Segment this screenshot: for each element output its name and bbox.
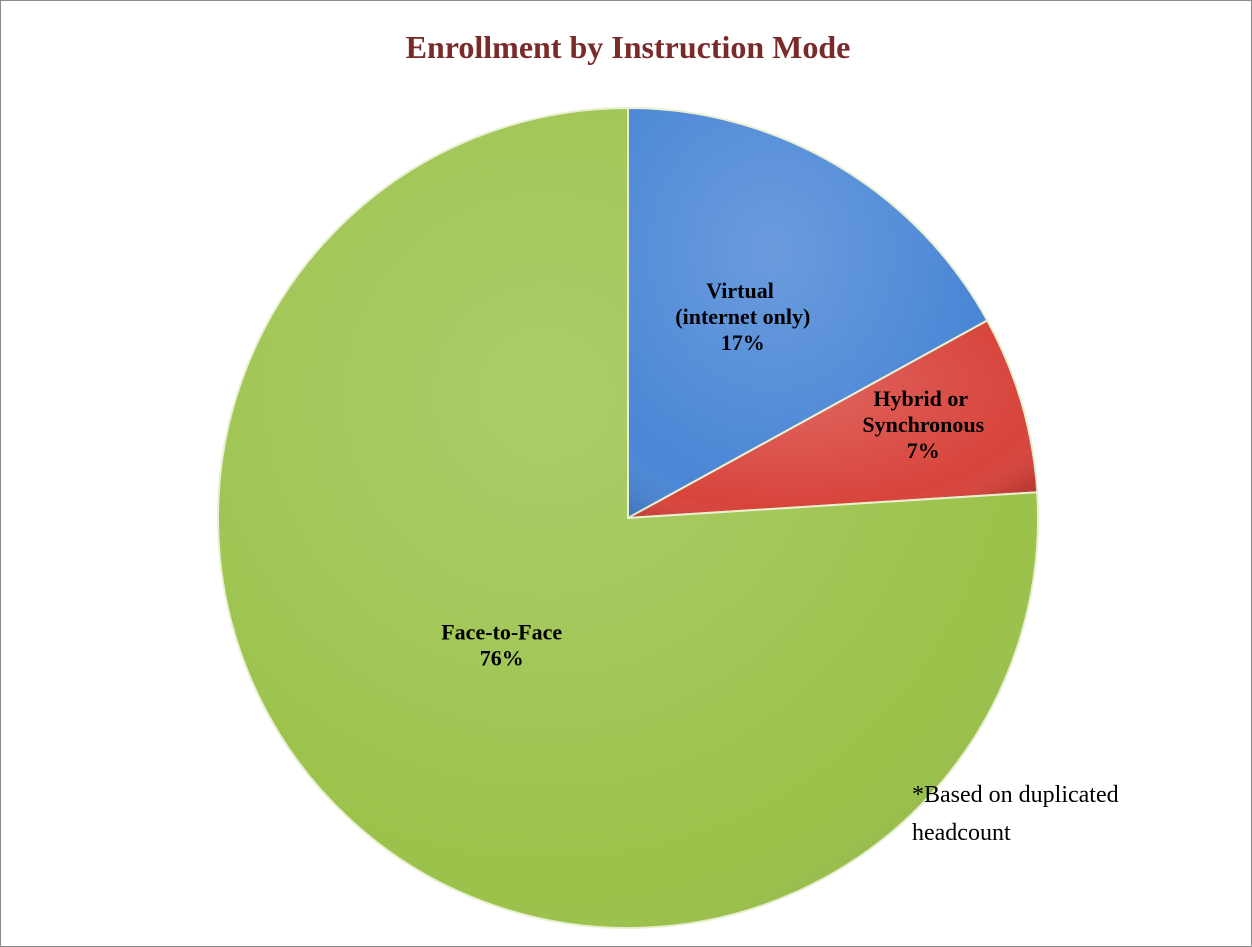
slice-category-label: Virtual (internet only) [675,278,810,329]
chart-title: Enrollment by Instruction Mode [406,29,851,65]
slice-category-label: Face-to-Face [441,619,562,644]
slice-value-label: 7% [907,438,940,463]
footnote: *Based on duplicated headcount [912,782,1125,846]
slice-value-label: 76% [480,645,524,670]
slice-value-label: 17% [721,330,765,355]
slice-category-label: Hybrid or Synchronous [862,386,984,437]
